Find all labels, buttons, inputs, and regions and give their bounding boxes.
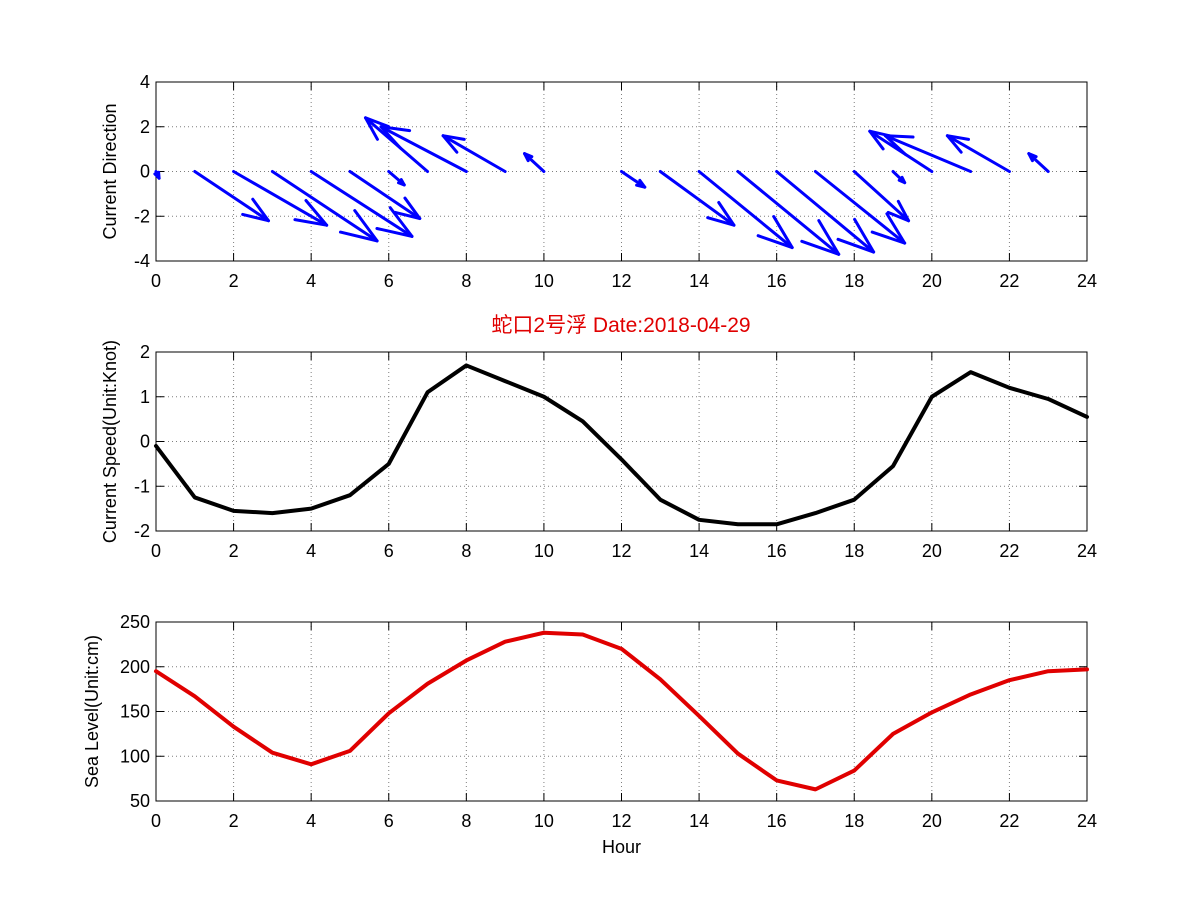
y-tick-label: 4: [140, 72, 150, 92]
x-tick-label: 12: [611, 541, 631, 561]
x-tick-label: 8: [461, 271, 471, 291]
x-tick-label: 2: [229, 541, 239, 561]
x-tick-label: 8: [461, 541, 471, 561]
x-tick-label: 0: [151, 271, 161, 291]
x-tick-label: 24: [1077, 811, 1097, 831]
y-tick-label: 150: [120, 702, 150, 722]
x-tick-label: 6: [384, 541, 394, 561]
y-tick-label: 1: [140, 387, 150, 407]
x-tick-label: 24: [1077, 271, 1097, 291]
x-tick-label: 10: [534, 541, 554, 561]
x-tick-label: 20: [922, 271, 942, 291]
x-tick-label: 2: [229, 271, 239, 291]
x-tick-label: 16: [767, 811, 787, 831]
y-tick-label: 0: [140, 432, 150, 452]
x-tick-label: 20: [922, 811, 942, 831]
chart-title: 蛇口2号浮 Date:2018-04-29: [491, 314, 750, 337]
x-tick-label: 12: [611, 811, 631, 831]
y-axis-label: Current Speed(Unit:Knot): [100, 340, 120, 543]
x-tick-label: 18: [844, 811, 864, 831]
x-tick-label: 16: [767, 541, 787, 561]
x-tick-label: 22: [999, 811, 1019, 831]
x-tick-label: 22: [999, 271, 1019, 291]
y-tick-label: -2: [134, 521, 150, 541]
x-tick-label: 14: [689, 541, 709, 561]
y-axis-label: Sea Level(Unit:cm): [82, 635, 102, 788]
y-tick-label: 50: [130, 791, 150, 811]
x-tick-label: 4: [306, 811, 316, 831]
y-tick-label: -4: [134, 251, 150, 271]
x-tick-label: 12: [611, 271, 631, 291]
x-tick-label: 14: [689, 271, 709, 291]
x-tick-label: 20: [922, 541, 942, 561]
y-tick-label: 250: [120, 612, 150, 632]
x-tick-label: 0: [151, 541, 161, 561]
y-tick-label: 0: [140, 162, 150, 182]
x-tick-label: 6: [384, 811, 394, 831]
y-tick-label: 100: [120, 746, 150, 766]
x-tick-label: 2: [229, 811, 239, 831]
x-tick-label: 22: [999, 541, 1019, 561]
x-tick-label: 4: [306, 541, 316, 561]
x-axis-label: Hour: [602, 837, 641, 857]
x-tick-label: 16: [767, 271, 787, 291]
x-tick-label: 24: [1077, 541, 1097, 561]
x-tick-label: 10: [534, 271, 554, 291]
y-tick-label: 2: [140, 342, 150, 362]
y-tick-label: 2: [140, 117, 150, 137]
x-tick-label: 14: [689, 811, 709, 831]
y-tick-label: 200: [120, 657, 150, 677]
x-tick-label: 10: [534, 811, 554, 831]
y-tick-label: -1: [134, 476, 150, 496]
x-tick-label: 18: [844, 541, 864, 561]
x-tick-label: 8: [461, 811, 471, 831]
y-axis-label: Current Direction: [100, 103, 120, 239]
x-tick-label: 4: [306, 271, 316, 291]
y-tick-label: -2: [134, 206, 150, 226]
x-tick-label: 18: [844, 271, 864, 291]
x-tick-label: 6: [384, 271, 394, 291]
x-tick-label: 0: [151, 811, 161, 831]
